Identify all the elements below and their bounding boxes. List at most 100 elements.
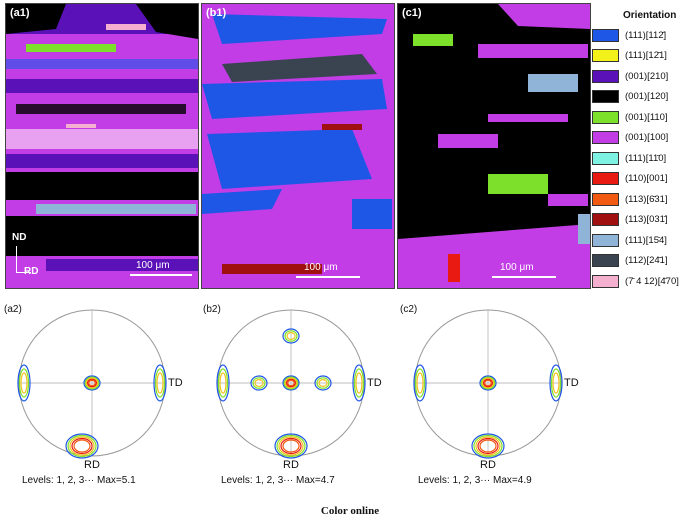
- pole-figure-contour: [156, 372, 164, 394]
- pole-figure-plot: [17, 309, 167, 459]
- pole-figure-contour: [84, 376, 100, 390]
- legend-swatch: [592, 233, 619, 247]
- map-b1-scalebar-text: 100 μm: [304, 262, 338, 273]
- pole-figure-contour: [413, 364, 427, 402]
- pole-figure-contour: [284, 330, 298, 342]
- ebsd-map-a1-image: [6, 4, 198, 288]
- legend-swatch: [592, 69, 619, 83]
- legend-swatch: [592, 213, 619, 226]
- pole-figure-contour: [471, 433, 505, 459]
- nd-rd-axis-arrows: [16, 246, 31, 273]
- pole-figure-contour: [85, 377, 99, 389]
- map-c1-label: (c1): [402, 7, 422, 19]
- pole-figure-contour: [473, 434, 503, 458]
- legend-swatch: [592, 90, 619, 103]
- pole-figure-contour: [18, 368, 30, 398]
- pole-figure-contour: [17, 364, 31, 402]
- pole-figure-contour: [88, 379, 96, 387]
- legend-label: (112)[24̄1]: [625, 255, 668, 266]
- legend-item: (001)[110]: [592, 110, 668, 124]
- pole-figure-contour: [477, 437, 499, 455]
- pole-figure-contour: [278, 436, 304, 456]
- map-b1-scalebar: [296, 276, 360, 278]
- pole-figure-contour: [282, 328, 300, 344]
- map-a1-label: (a1): [10, 7, 30, 19]
- legend-swatch: [592, 192, 619, 206]
- legend-item: (113)[6̄31]: [592, 192, 668, 206]
- map-a1-scalebar: [130, 274, 192, 276]
- legend-swatch: [592, 131, 619, 144]
- legend-label: (001)[100]: [625, 132, 669, 143]
- pole-figure-contour: [67, 434, 97, 458]
- pole-figure-contour: [314, 375, 332, 391]
- pole-figure-contour: [86, 378, 97, 388]
- pole-figure-contour: [65, 433, 99, 459]
- pole-figure-1: [12, 303, 172, 468]
- ebsd-map-a1: (a1) ND RD 100 μm: [5, 3, 199, 289]
- legend-swatch: [592, 172, 619, 185]
- rd-label: RD: [480, 459, 496, 471]
- pole-figure-contour: [20, 372, 28, 394]
- ebsd-map-c1-image: [398, 4, 590, 288]
- pole-figure-label: (a2): [4, 304, 22, 315]
- pole-figure-contour: [282, 439, 300, 453]
- pole-figure-contour: [283, 376, 299, 390]
- pole-figure-contour: [254, 378, 264, 387]
- ebsd-map-c1: (c1) 100 μm: [397, 3, 591, 289]
- pole-figure-contour: [316, 377, 330, 389]
- legend-swatch: [592, 28, 619, 42]
- legend-item: (112)[24̄1]: [592, 254, 668, 268]
- pole-figure-contour: [416, 372, 424, 394]
- legend-item: (7̄ 4 12)[4̄70]: [592, 274, 679, 288]
- pole-figure-plot: [216, 309, 366, 459]
- legend-item: (111)[12̄1]: [592, 49, 667, 63]
- pole-figure-contour: [83, 375, 101, 391]
- pole-figure-contour: [216, 364, 230, 402]
- contour-levels: Levels: 1, 2, 3··· Max=4.7: [221, 475, 335, 486]
- legend-title: Orientation: [623, 10, 677, 21]
- legend-item: (111)[11̄0]: [592, 151, 666, 165]
- legend-item: (113)[031̄]: [592, 213, 668, 227]
- legend-swatch: [592, 151, 619, 165]
- legend-label: (001)[120]: [625, 91, 669, 102]
- contour-levels: Levels: 1, 2, 3··· Max=4.9: [418, 475, 532, 486]
- pole-figure-contour: [282, 375, 300, 391]
- legend-label: (001)[110]: [625, 111, 668, 123]
- nd-axis-label: ND: [12, 232, 27, 243]
- pole-figure-contour: [69, 436, 95, 456]
- pole-figure-contour: [250, 375, 268, 391]
- pole-figure-contour: [414, 368, 426, 398]
- pole-figure-contour: [73, 439, 91, 453]
- pole-figure-contour: [284, 377, 298, 389]
- pole-figure-contour: [287, 379, 295, 387]
- legend-item: (111)[15̄4]: [592, 233, 667, 247]
- legend-item: (001)[120]: [592, 90, 668, 104]
- pole-figure-contour: [285, 378, 296, 388]
- legend-item: (001)[210]: [592, 69, 668, 83]
- pole-figure-2: [211, 303, 371, 468]
- pole-figure-contour: [252, 377, 266, 389]
- legend-label: (111)[15̄4]: [625, 234, 667, 246]
- td-label: TD: [367, 377, 382, 389]
- map-b1-label: (b1): [206, 7, 227, 19]
- legend-label: (111)[11̄0]: [625, 152, 667, 164]
- pole-figure-3: [408, 303, 568, 468]
- rd-label: RD: [84, 459, 100, 471]
- legend-item: (110)[001]: [592, 172, 668, 186]
- pole-figure-contour: [318, 378, 328, 387]
- pole-figure-contour: [480, 376, 496, 390]
- pole-figure-contour: [481, 377, 495, 389]
- pole-figure-contour: [353, 368, 365, 398]
- map-a1-scalebar-text: 100 μm: [136, 260, 170, 271]
- pole-figure-contour: [549, 364, 563, 402]
- pole-figure-contour: [355, 372, 363, 394]
- legend-label: (111)[112̄]: [625, 29, 667, 41]
- rd-axis-label: RD: [24, 266, 39, 277]
- pole-figure-contour: [550, 368, 562, 398]
- map-c1-scalebar-text: 100 μm: [500, 262, 534, 273]
- pole-figure-contour: [552, 372, 560, 394]
- pole-figure-contour: [484, 379, 492, 387]
- td-label: TD: [168, 377, 183, 389]
- pole-figure-contour: [217, 368, 229, 398]
- pole-figure-contour: [479, 439, 497, 453]
